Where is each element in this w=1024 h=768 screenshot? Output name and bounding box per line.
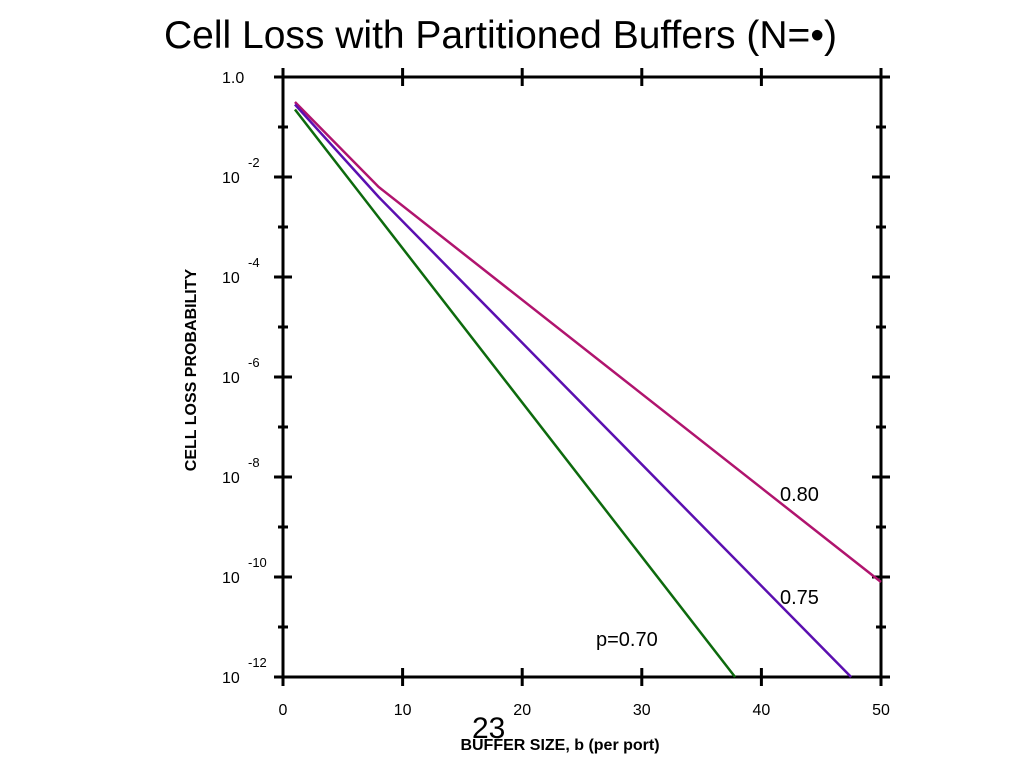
labels-layer: 1.0 10 -2 10 -4 10 -6 10 -8 10 -10 10 -12 0 10 20 30 40 50… [222, 70, 890, 719]
y-tick-label: 10 [222, 570, 240, 587]
y-tick-label: 10 [222, 270, 240, 287]
x-tick-label: 20 [513, 702, 531, 719]
page-number: 23 [472, 712, 506, 745]
slide-title: Cell Loss with Partitioned Buffers (N=•) [164, 14, 837, 57]
y-tick-exponent: -6 [248, 355, 260, 370]
y-tick-exponent: -10 [248, 555, 267, 570]
x-tick-label: 10 [394, 702, 412, 719]
x-tick-label: 40 [753, 702, 771, 719]
x-tick-label: 30 [633, 702, 651, 719]
y-tick-label: 1.0 [222, 70, 244, 87]
y-tick-exponent: -2 [248, 155, 260, 170]
y-tick-exponent: -4 [248, 255, 260, 270]
x-tick-label: 0 [279, 702, 288, 719]
series-label: 0.75 [780, 587, 819, 609]
series-line [293, 108, 737, 678]
series-line [294, 103, 852, 678]
y-tick-label: 10 [222, 670, 240, 687]
series-layer [293, 101, 882, 678]
series-label: p=0.70 [596, 629, 658, 651]
y-tick-label: 10 [222, 470, 240, 487]
y-tick-exponent: -12 [248, 655, 267, 670]
y-axis-label: CELL LOSS PROBABILITY [183, 268, 200, 471]
x-tick-label: 50 [872, 702, 890, 719]
y-tick-exponent: -8 [248, 455, 260, 470]
y-tick-label: 10 [222, 370, 240, 387]
series-line [294, 101, 882, 583]
axis-ticks [274, 68, 890, 686]
series-label: 0.80 [780, 484, 819, 506]
y-tick-label: 10 [222, 170, 240, 187]
x-axis-label: BUFFER SIZE, b (per port) [460, 737, 659, 754]
